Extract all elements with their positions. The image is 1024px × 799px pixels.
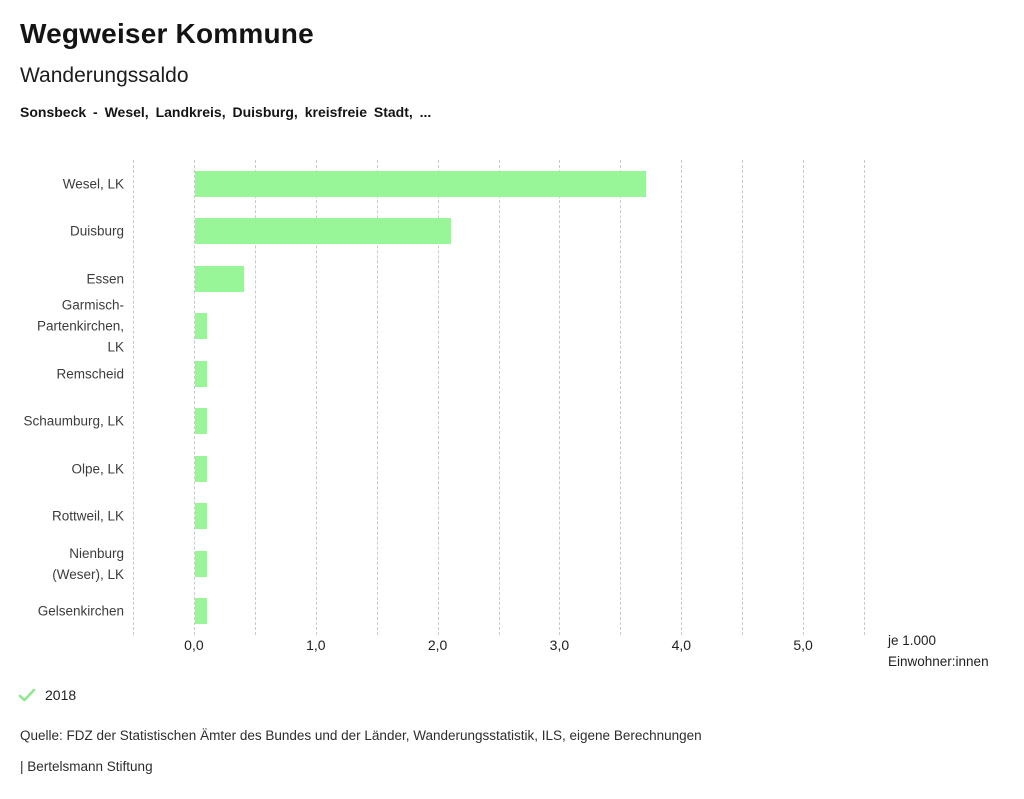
selection-breadcrumb: Sonsbeck - Wesel, Landkreis, Duisburg, k…: [20, 104, 432, 120]
y-axis-label: Olpe, LK: [71, 461, 124, 477]
gridline: [681, 160, 683, 635]
bar[interactable]: [194, 170, 646, 197]
year-legend-toggle[interactable]: 2018: [18, 687, 76, 703]
year-label: 2018: [45, 687, 77, 703]
y-axis-label: Nienburg (Weser), LK: [52, 545, 124, 582]
indicator-title: Wanderungssaldo: [20, 64, 189, 87]
y-axis-label: Rottweil, LK: [51, 508, 124, 524]
bar[interactable]: [194, 408, 208, 435]
bar[interactable]: [194, 550, 208, 577]
brand-line: | Bertelsmann Stiftung: [20, 759, 153, 774]
x-axis-tick: 3,0: [549, 637, 570, 653]
gridline: [315, 160, 317, 635]
bar[interactable]: [194, 313, 208, 340]
y-axis-label: Duisburg: [69, 223, 124, 239]
x-axis-tick: 5,0: [793, 637, 813, 653]
gridline: [133, 160, 134, 635]
check-icon: [18, 688, 36, 702]
x-axis-tick: 1,0: [306, 637, 326, 653]
source-line: Quelle: FDZ der Statistischen Ämter des …: [20, 728, 702, 743]
gridline: [254, 160, 256, 635]
y-axis-labels: Wesel, LK Duisburg Essen Garmisch- Partenki…: [0, 160, 124, 635]
bar-chart: Wesel, LK Duisburg Essen Garmisch- Partenki…: [0, 160, 1024, 705]
page-title: Wegweiser Kommune: [20, 18, 314, 49]
axis-unit-line2: Einwohner:innen: [888, 654, 989, 669]
y-axis-label: Schaumburg, LK: [23, 413, 124, 429]
gridline: [803, 160, 805, 635]
gridline: [559, 160, 561, 635]
y-axis-label: Essen: [86, 271, 124, 287]
x-axis-tick: 4,0: [671, 637, 692, 653]
y-axis-label: Remscheid: [56, 366, 124, 382]
x-axis-ticks: 0,0 1,0 2,0 3,0 4,0 5,0: [0, 160, 1024, 705]
bar[interactable]: [194, 455, 208, 482]
gridline: [193, 160, 195, 635]
bar[interactable]: [194, 265, 244, 292]
gridline: [742, 160, 744, 635]
y-axis-label: Wesel, LK: [62, 176, 124, 192]
gridline: [620, 160, 622, 635]
plot-area: [133, 160, 865, 635]
gridline: [437, 160, 439, 635]
y-axis-label: Garmisch- Partenkirchen, LK: [36, 297, 124, 355]
bar[interactable]: [194, 503, 208, 530]
bar[interactable]: [194, 598, 208, 625]
x-axis-tick: 0,0: [184, 637, 204, 653]
bar[interactable]: [194, 360, 208, 387]
y-axis-label: Gelsenkirchen: [37, 603, 124, 619]
gridline: [864, 160, 865, 635]
x-axis-tick: 2,0: [427, 637, 448, 653]
bar[interactable]: [194, 218, 451, 245]
gridline: [498, 160, 500, 635]
axis-unit-label: je 1.000 Einwohner:innen: [888, 630, 989, 672]
axis-unit-line1: je 1.000: [888, 633, 937, 648]
gridline: [376, 160, 378, 635]
